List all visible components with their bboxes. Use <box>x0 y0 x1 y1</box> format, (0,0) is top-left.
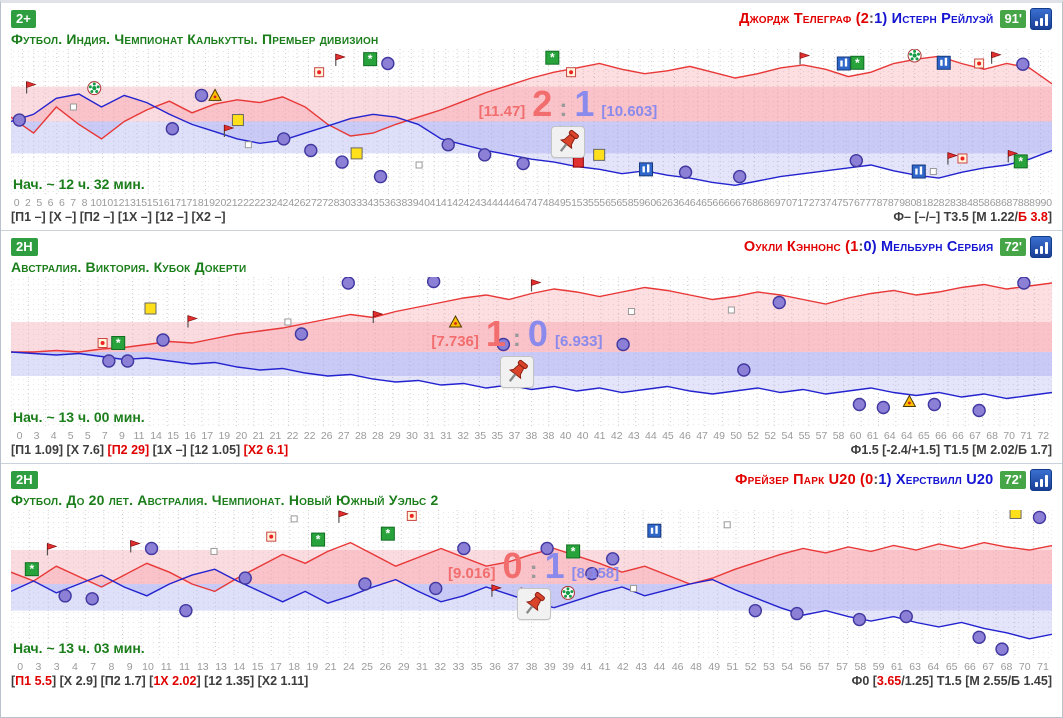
start-time-label: Нач. ~ 12 ч. 32 мин. <box>13 176 145 192</box>
odds-row: [П1 5.5] [X 2.9] [П2 1.7] [1X 2.02] [12 … <box>11 674 1052 692</box>
market-badge: 2Н <box>11 471 38 489</box>
match-teams-link[interactable]: Джордж Телеграф (2:1) Истерн Рейлуэй <box>739 11 994 27</box>
pushpin-button[interactable] <box>550 125 585 158</box>
match-panel-1: 2+ Джордж Телеграф (2:1) Истерн Рейлуэй … <box>1 3 1062 230</box>
svg-text:*: * <box>29 562 34 576</box>
svg-text:*: * <box>550 51 555 65</box>
minute-axis: 0 2 5 6 6 7 8 10 10 12 13 15 15 16 17 17 18 19 20 21 22 22 23 2… <box>13 196 1053 209</box>
svg-text:*: * <box>386 527 391 541</box>
pushpin-icon <box>508 359 528 382</box>
momentum-chart: * Нач. ~ 13 ч. 00 мин. [7.736] 1:0 [6.933] <box>11 277 1052 427</box>
momentum-chart: * * * * Нач. ~ 12 ч. 32 мин. [11.47] 2:1 [10.… <box>11 49 1052 194</box>
match-odds-1x2: [П1 5.5] [X 2.9] [П2 1.7] [1X 2.02] [12 … <box>11 674 309 688</box>
market-badge: 2+ <box>11 10 36 28</box>
panel-header: 2Н Фрейзер Парк U20 (0:1) Херствилл U20 … <box>11 469 1052 491</box>
odds-row: [П1 1.09] [X 7.6] [П2 29] [1X –] [12 1.0… <box>11 443 1052 461</box>
start-time-label: Нач. ~ 13 ч. 00 мин. <box>13 409 145 425</box>
pushpin-button[interactable] <box>516 588 551 620</box>
match-teams-link[interactable]: Оукли Кэннонс (1:0) Мельбурн Сербия <box>743 239 994 255</box>
signal-bars-icon[interactable] <box>1030 8 1052 30</box>
home-team-and-score: Фрейзер Парк U20 (0 <box>735 472 874 488</box>
home-team-and-score: Оукли Кэннонс (1 <box>743 239 859 255</box>
match-odds-handicap-total: Ф– [–/–] Т3.5 [М 1.22/Б 3.8] <box>893 210 1052 224</box>
league-title: Футбол. До 20 лет. Австралия. Чемпионат.… <box>11 492 439 508</box>
away-team-and-score: 1) Херствилл U20 <box>878 472 994 488</box>
panel-header: 2Н Оукли Кэннонс (1:0) Мельбурн Сербия 7… <box>11 236 1052 258</box>
momentum-chart: * * * * Нач. ~ 13 ч. 03 мин. [9.016] 0:1 [8.1… <box>11 510 1052 658</box>
league-title: Австралия. Виктория. Кубок Докерти <box>11 259 247 275</box>
match-odds-1x2: [П1 –] [X –] [П2 –] [1X –] [12 –] [X2 –] <box>11 210 226 224</box>
svg-text:*: * <box>368 52 373 66</box>
market-badge: 2Н <box>11 238 38 256</box>
league-title: Футбол. Индия. Чемпионат Калькутты. Прем… <box>11 31 379 47</box>
svg-text:*: * <box>855 56 860 70</box>
away-team-and-score: 0) Мельбурн Сербия <box>863 239 994 255</box>
match-odds-handicap-total: Ф1.5 [-2.4/+1.5] Т1.5 [М 2.02/Б 1.7] <box>850 443 1052 457</box>
match-odds-handicap-total: Ф0 [3.65/1.25] Т1.5 [М 2.55/Б 1.45] <box>851 674 1052 688</box>
panel-header: 2+ Джордж Телеграф (2:1) Истерн Рейлуэй … <box>11 8 1052 30</box>
minute-axis: 0 3 4 5 5 7 9 11 14 15 16 17 19 20 21 21 22 22 26 27 28 28 29 3… <box>16 429 1050 442</box>
signal-bars-icon[interactable] <box>1030 236 1052 258</box>
away-team-and-score: 1) Истерн Рейлуэй <box>874 11 994 27</box>
svg-text:*: * <box>316 533 321 547</box>
pushpin-icon <box>525 591 545 614</box>
match-panel-3: 2Н Фрейзер Парк U20 (0:1) Херствилл U20 … <box>1 463 1062 694</box>
home-team-and-score: Джордж Телеграф (2 <box>739 11 870 27</box>
svg-text:*: * <box>1018 154 1023 168</box>
start-time-label: Нач. ~ 13 ч. 03 мин. <box>13 640 145 656</box>
minute-axis: 0 3 3 4 7 8 9 10 11 11 13 13 14 15 17 18 19 21 24 25 26 29 31 3… <box>17 660 1049 673</box>
pushpin-icon <box>559 129 579 152</box>
svg-text:*: * <box>571 544 576 558</box>
match-minute-badge: 72' <box>1000 238 1026 256</box>
svg-text:*: * <box>116 336 121 350</box>
odds-row: [П1 –] [X –] [П2 –] [1X –] [12 –] [X2 –]… <box>11 210 1052 228</box>
match-odds-1x2: [П1 1.09] [X 7.6] [П2 29] [1X –] [12 1.0… <box>11 443 289 457</box>
match-teams-link[interactable]: Фрейзер Парк U20 (0:1) Херствилл U20 <box>735 472 994 488</box>
match-panel-2: 2Н Оукли Кэннонс (1:0) Мельбурн Сербия 7… <box>1 230 1062 463</box>
signal-bars-icon[interactable] <box>1030 469 1052 491</box>
match-minute-badge: 91' <box>1000 10 1026 28</box>
match-minute-badge: 72' <box>1000 471 1026 489</box>
pushpin-button[interactable] <box>499 356 534 388</box>
